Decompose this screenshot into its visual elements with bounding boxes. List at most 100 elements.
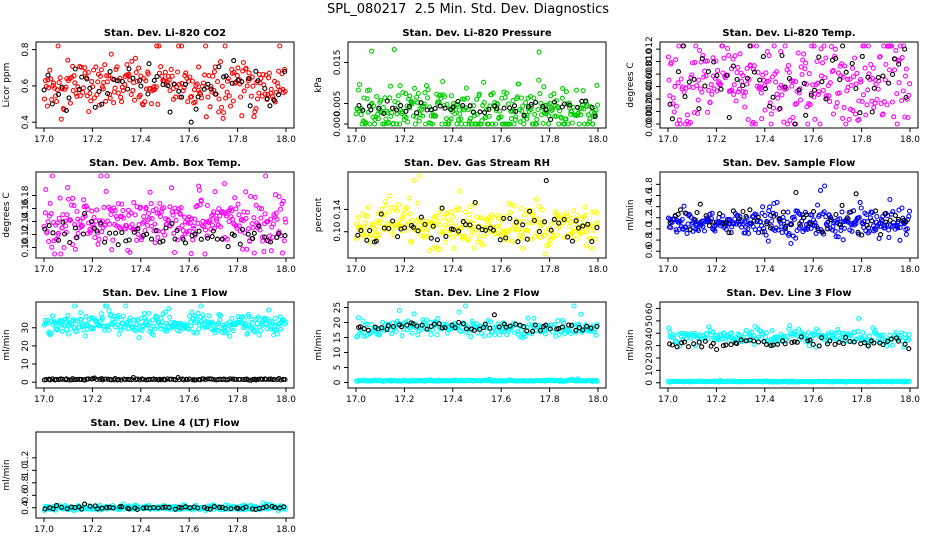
data-point — [148, 101, 154, 107]
data-point — [481, 79, 487, 85]
data-point — [282, 233, 288, 239]
data-point — [119, 78, 125, 85]
x-tick-label: 17.6 — [803, 265, 823, 275]
data-point — [54, 98, 60, 104]
data-point — [381, 121, 388, 127]
data-point — [67, 217, 74, 223]
data-point — [668, 60, 674, 66]
data-point — [215, 79, 221, 85]
x-tick-label: 17.8 — [540, 395, 560, 405]
data-point — [694, 83, 700, 89]
data-point — [403, 114, 409, 120]
data-point — [177, 211, 183, 217]
data-point — [904, 337, 910, 344]
data-point — [475, 121, 481, 127]
data-point — [761, 339, 767, 345]
data-point — [755, 334, 762, 340]
plot-frame — [347, 41, 607, 129]
data-point — [361, 232, 367, 238]
x-tick-label: 17.0 — [346, 395, 366, 405]
data-point — [106, 308, 112, 314]
data-point — [807, 337, 813, 343]
data-point — [476, 91, 482, 97]
data-point — [193, 106, 199, 112]
data-point — [819, 60, 826, 66]
data-point — [706, 223, 712, 229]
data-point — [718, 86, 724, 92]
data-point — [448, 116, 454, 122]
data-point — [560, 85, 566, 91]
data-point — [444, 101, 450, 107]
data-point — [889, 71, 896, 78]
data-point — [521, 112, 527, 118]
data-point — [112, 207, 118, 214]
data-point — [835, 234, 841, 240]
data-point — [420, 113, 426, 119]
data-point — [111, 319, 117, 325]
data-point — [520, 222, 526, 228]
data-point — [666, 77, 672, 83]
data-point — [884, 102, 890, 108]
data-point — [823, 55, 829, 61]
x-tick-label: 17.4 — [131, 135, 151, 145]
series-all — [353, 47, 601, 127]
data-point — [443, 121, 449, 127]
data-point — [793, 235, 799, 241]
data-point — [891, 56, 897, 62]
data-point — [94, 207, 100, 213]
data-point — [543, 229, 549, 235]
data-point — [589, 209, 595, 215]
data-point — [667, 220, 673, 226]
y-tick-label: 1.6 — [645, 188, 655, 203]
data-point — [852, 55, 858, 61]
data-point — [128, 210, 134, 216]
data-point — [766, 53, 772, 59]
data-point — [115, 90, 121, 96]
data-point — [245, 311, 251, 318]
data-point — [837, 216, 843, 222]
data-point — [214, 236, 220, 242]
data-point — [475, 224, 482, 230]
data-point — [807, 221, 814, 227]
data-point — [714, 88, 720, 94]
data-point — [277, 43, 283, 49]
data-point — [542, 331, 548, 337]
data-point — [188, 94, 195, 100]
data-point — [421, 234, 427, 240]
data-point — [176, 88, 182, 94]
data-point — [114, 223, 120, 229]
data-point — [428, 235, 434, 241]
data-point — [96, 88, 102, 94]
data-point — [176, 43, 182, 49]
data-point — [734, 76, 740, 82]
y-tick-label: 10 — [645, 364, 655, 376]
data-point — [439, 325, 445, 331]
data-point — [562, 121, 568, 127]
data-point — [127, 249, 133, 255]
data-point — [253, 377, 259, 383]
data-point — [192, 377, 199, 383]
data-point — [729, 87, 735, 93]
data-point — [563, 210, 569, 217]
data-point — [448, 93, 454, 99]
data-point — [384, 98, 390, 104]
data-point — [571, 303, 577, 309]
data-point — [360, 318, 366, 324]
data-point — [548, 227, 554, 233]
data-point — [47, 377, 53, 383]
data-point — [902, 114, 908, 120]
data-point — [175, 69, 181, 75]
data-point — [865, 74, 871, 80]
data-point — [556, 220, 562, 226]
data-point — [684, 230, 690, 236]
data-point — [832, 46, 838, 52]
x-tick-label: 17.6 — [491, 395, 511, 405]
data-point — [775, 95, 781, 101]
data-point — [61, 107, 67, 113]
data-point — [436, 321, 442, 327]
data-point — [104, 73, 110, 79]
plot-frame — [35, 301, 295, 389]
data-point — [160, 238, 166, 244]
